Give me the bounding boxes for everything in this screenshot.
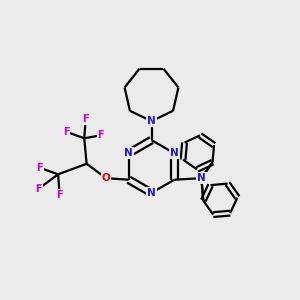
Text: N: N: [147, 116, 156, 126]
Text: F: F: [82, 114, 89, 124]
Text: N: N: [170, 148, 179, 158]
Text: N: N: [197, 173, 206, 183]
Text: F: F: [56, 190, 63, 200]
Text: N: N: [147, 188, 156, 198]
Text: F: F: [35, 184, 42, 194]
Text: F: F: [63, 127, 70, 137]
Text: O: O: [102, 173, 110, 183]
Text: F: F: [98, 130, 104, 140]
Text: F: F: [36, 163, 43, 173]
Text: N: N: [124, 148, 133, 158]
